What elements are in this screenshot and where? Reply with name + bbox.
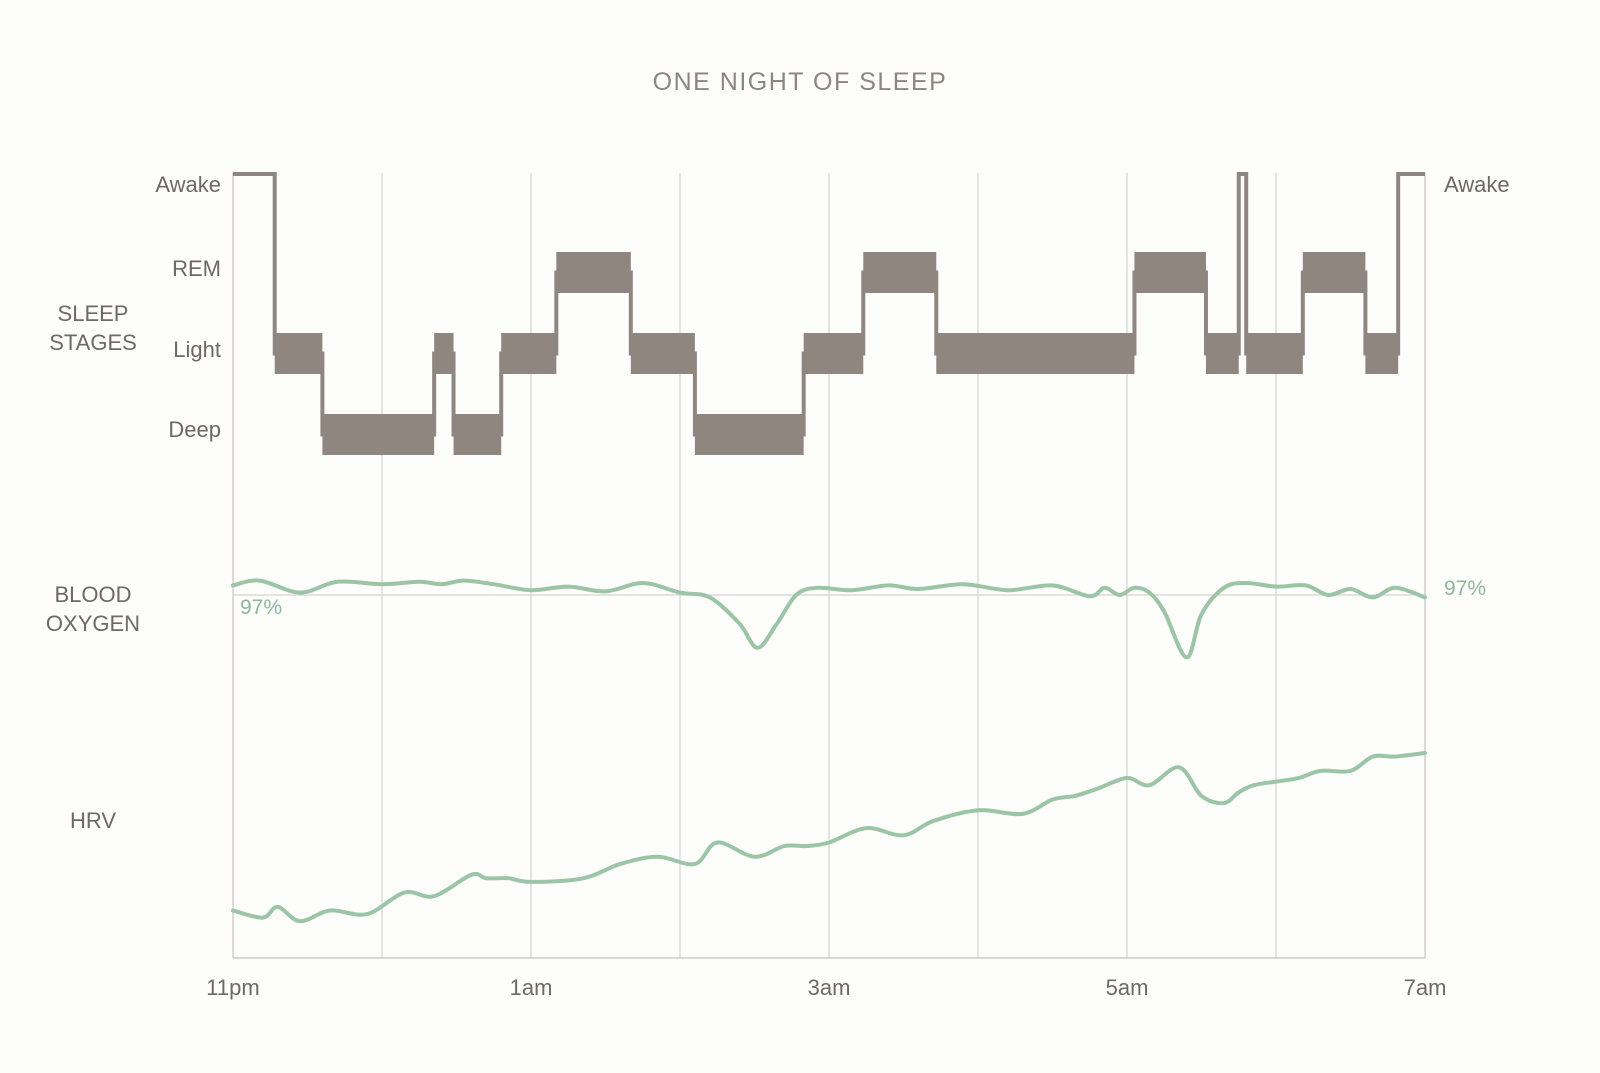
x-tick-label: 5am: [1106, 975, 1149, 1000]
gridlines: [232, 173, 1426, 959]
blood-oxygen-series: [231, 578, 1427, 660]
x-axis-ticks: 11pm 1am 3am 5am 7am: [206, 975, 1446, 1000]
blood-oxygen-end-label: 97%: [1444, 577, 1486, 600]
sleep-stage-bars: [233, 172, 1425, 455]
blood-oxygen-line: [231, 578, 1427, 660]
stage-label-rem: REM: [172, 256, 221, 281]
chart-title: ONE NIGHT OF SLEEP: [653, 68, 948, 96]
sleep-stage-outline: [233, 172, 1425, 437]
stage-label-awake: Awake: [155, 172, 221, 197]
x-tick-label: 1am: [510, 975, 553, 1000]
row-label-sleep-stages: SLEEP STAGES: [49, 301, 137, 355]
hrv-line: [231, 750, 1427, 924]
row-label-blood-oxygen: BLOOD OXYGEN: [46, 582, 140, 636]
x-tick-label: 11pm: [206, 975, 259, 1000]
stage-label-awake-right: Awake: [1444, 172, 1510, 197]
row-label-hrv: HRV: [70, 808, 116, 833]
blood-oxygen-start-label: 97%: [240, 596, 282, 619]
stage-label-light: Light: [173, 337, 221, 362]
x-tick-label: 7am: [1404, 975, 1447, 1000]
stage-label-deep: Deep: [168, 417, 221, 442]
hrv-series: [231, 750, 1427, 924]
x-tick-label: 3am: [808, 975, 851, 1000]
